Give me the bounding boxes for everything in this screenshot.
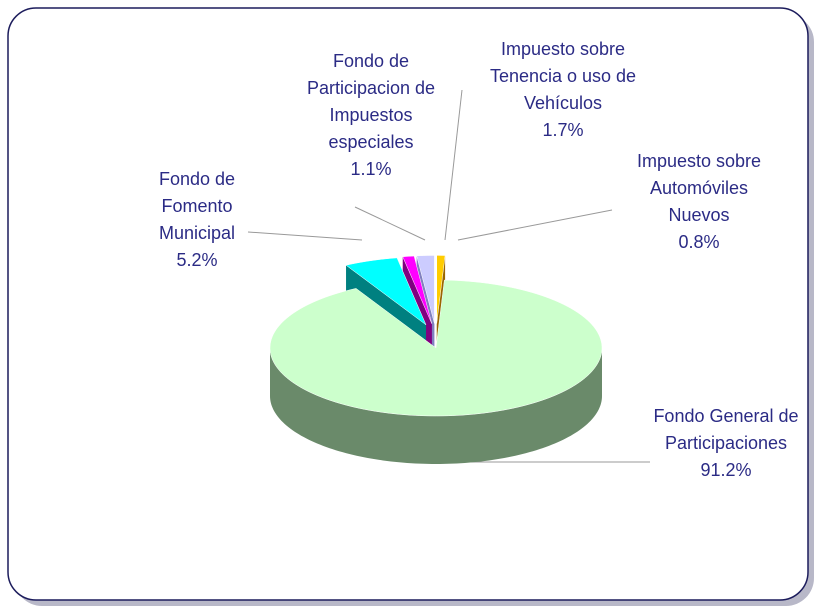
category-label: Impuesto sobre Automóviles Nuevos (636, 151, 762, 225)
leader-line (354, 206, 426, 241)
data-label: Impuesto sobre Tenencia o uso de Vehícul… (478, 36, 648, 144)
value-label: 1.1% (350, 159, 392, 179)
slice-top (345, 257, 427, 326)
value-label: 91.2% (700, 460, 752, 480)
value-label: 5.2% (176, 250, 218, 270)
leader-line (247, 231, 363, 241)
data-label: Fondo General de Participaciones 91.2% (646, 403, 806, 484)
slice-top (402, 255, 433, 324)
category-label: Fondo de Participacion de Impuestos espe… (306, 51, 436, 152)
value-label: 1.7% (542, 120, 584, 140)
leader-line (457, 209, 613, 241)
category-label: Fondo General de Participaciones (653, 406, 799, 453)
slice-top (269, 279, 603, 417)
data-label: Impuesto sobre Automóviles Nuevos 0.8% (619, 148, 779, 256)
data-label: Fondo de Fomento Municipal 5.2% (142, 166, 252, 274)
slice (269, 279, 603, 464)
slice-top (436, 255, 446, 324)
slice-top (416, 255, 435, 324)
category-label: Fondo de Fomento Municipal (158, 169, 236, 243)
slice-side (270, 348, 602, 464)
value-label: 0.8% (678, 232, 720, 252)
data-label: Fondo de Participacion de Impuestos espe… (301, 48, 441, 183)
leader-line (444, 89, 463, 241)
category-label: Impuesto sobre Tenencia o uso de Vehícul… (489, 39, 637, 113)
